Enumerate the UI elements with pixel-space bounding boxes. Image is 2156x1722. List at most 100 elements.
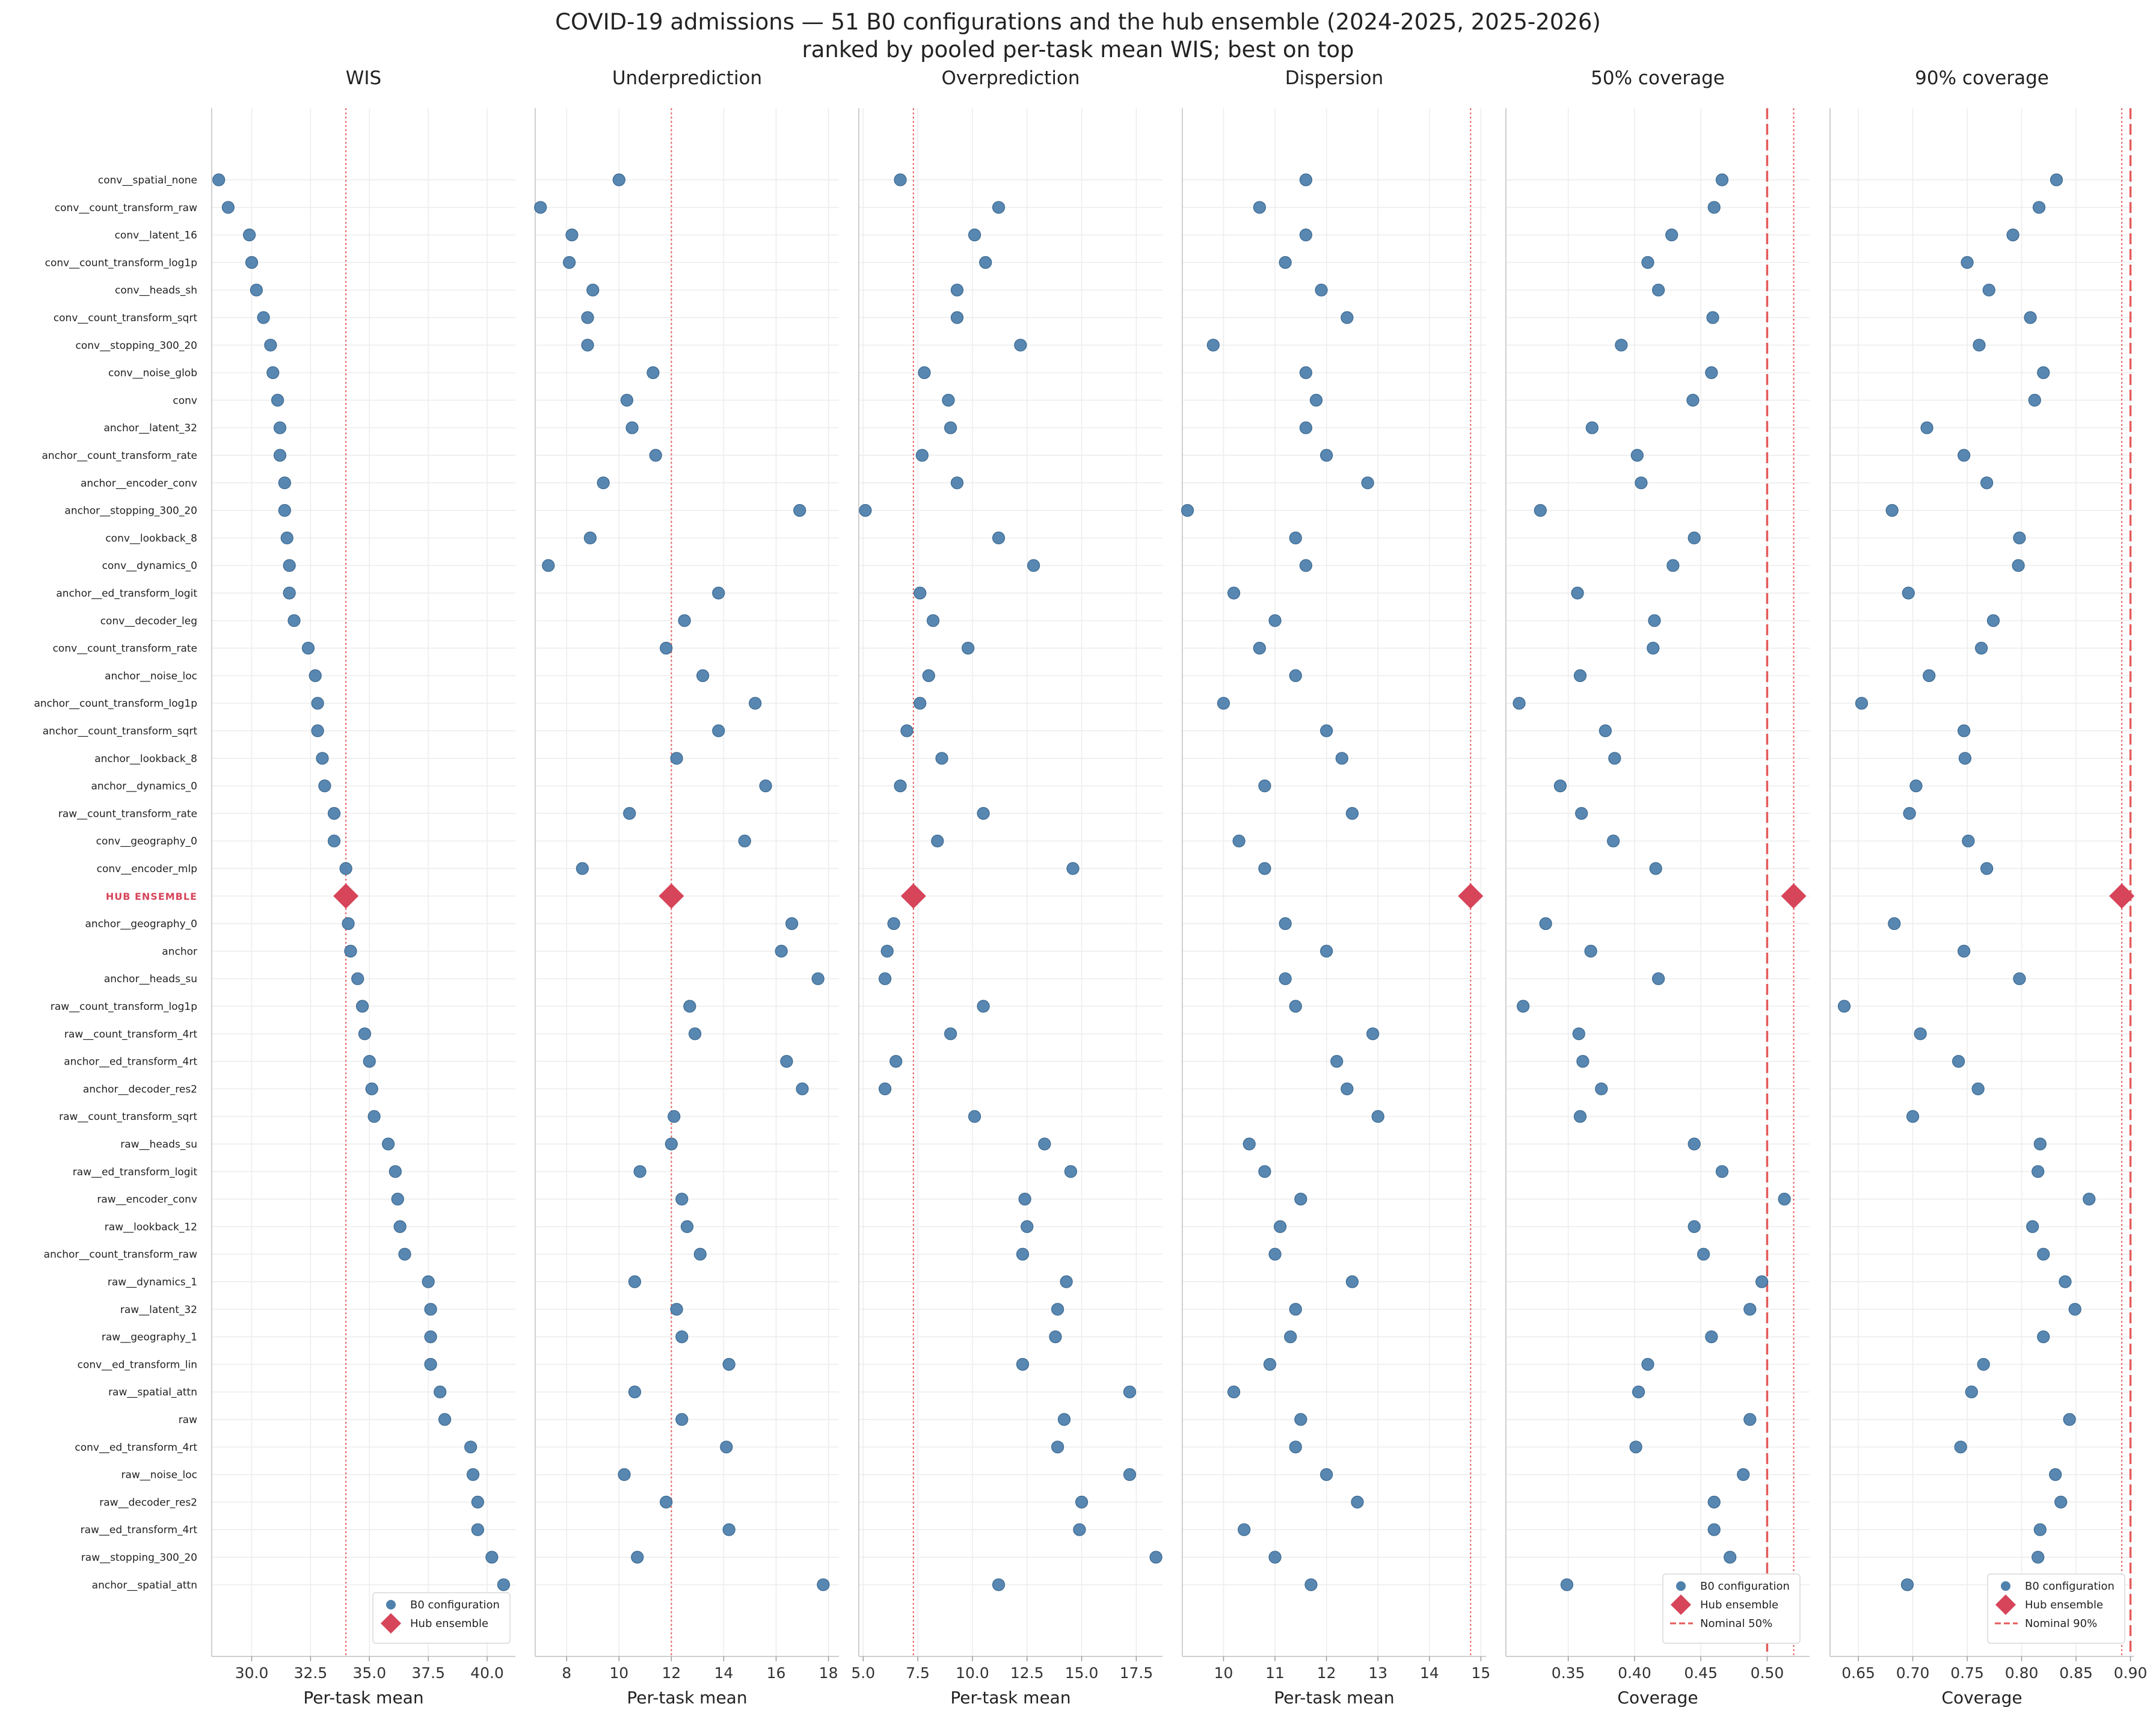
b0-point (316, 752, 329, 765)
b0-point (2033, 1137, 2047, 1151)
b0-point (1345, 1275, 1359, 1288)
b0-point (1279, 256, 1292, 269)
b0-point (1060, 1275, 1073, 1288)
b0-point (1688, 1220, 1701, 1234)
b0-point (1575, 807, 1588, 820)
b0-point (1299, 229, 1313, 242)
b0-point (424, 1330, 437, 1344)
b0-point (1227, 1385, 1241, 1398)
b0-point (1242, 1137, 1256, 1151)
x-tick-label: 32.5 (294, 1664, 328, 1682)
b0-point (1666, 559, 1680, 572)
category-label: anchor__ed_transform_logit (56, 588, 197, 600)
b0-point (1965, 1385, 1978, 1398)
b0-point (2024, 311, 2037, 324)
b0-point (1641, 1358, 1654, 1371)
b0-point (1227, 586, 1241, 600)
legend-label: Hub ensemble (2025, 1599, 2103, 1611)
b0-point (670, 752, 683, 765)
b0-point (1534, 503, 1547, 517)
b0-point (738, 834, 751, 847)
b0-point (1181, 503, 1194, 517)
b0-point (221, 201, 235, 214)
b0-point (1539, 917, 1552, 930)
b0-point (1958, 944, 1971, 958)
b0-point (712, 586, 725, 600)
b0-point (327, 834, 341, 847)
b0-point (1294, 1413, 1307, 1426)
legend-swatch-hub (1995, 1594, 2016, 1615)
b0-point (1274, 1220, 1287, 1234)
b0-point (542, 559, 555, 572)
b0-point (1632, 1385, 1645, 1398)
x-axis-label: Coverage (1941, 1688, 2022, 1708)
b0-point (355, 1000, 369, 1013)
b0-point (1238, 1523, 1251, 1536)
b0-point (1057, 1413, 1071, 1426)
legend-label: B0 configuration (410, 1599, 500, 1611)
b0-point (1021, 1220, 1034, 1234)
b0-point (675, 1192, 689, 1206)
b0-point (900, 724, 914, 737)
b0-point (471, 1523, 484, 1536)
b0-point (1954, 1441, 1967, 1454)
category-label: raw__encoder_conv (97, 1194, 197, 1206)
b0-point (1584, 944, 1597, 958)
b0-point (1299, 173, 1313, 186)
b0-point (1977, 1358, 1990, 1371)
b0-point (1279, 972, 1292, 985)
b0-point (1648, 614, 1661, 627)
category-label: anchor__spatial_attn (92, 1579, 197, 1591)
legend: B0 configuration Hub ensemble (372, 1592, 511, 1644)
b0-point (1920, 421, 1933, 434)
b0-point (1649, 862, 1662, 875)
b0-point (1630, 449, 1644, 462)
b0-point (1049, 1330, 1062, 1344)
b0-point (680, 1220, 694, 1234)
b0-point (1971, 1082, 1985, 1096)
b0-point (1958, 449, 1971, 462)
b0-point (1629, 1441, 1642, 1454)
category-label: conv__ed_transform_lin (78, 1359, 197, 1371)
b0-point (393, 1220, 407, 1234)
b0-point (1986, 614, 2000, 627)
b0-point (2059, 1275, 2072, 1288)
b0-point (1707, 201, 1721, 214)
legend-label: B0 configuration (2025, 1580, 2115, 1593)
b0-point (1304, 1578, 1318, 1591)
category-label: anchor__count_transform_raw (44, 1249, 197, 1261)
b0-point (485, 1551, 499, 1564)
b0-point (1268, 1551, 1282, 1564)
b0-point (649, 449, 662, 462)
x-tick-label: 13 (1368, 1664, 1387, 1682)
x-tick-label: 0.65 (1841, 1664, 1875, 1682)
b0-point (1585, 421, 1599, 434)
panel-title: Overprediction (941, 67, 1080, 89)
b0-point (894, 779, 907, 793)
b0-point (668, 1110, 681, 1123)
b0-point (1289, 1000, 1302, 1013)
b0-point (712, 724, 725, 737)
b0-point (1652, 283, 1665, 297)
b0-point (1206, 339, 1220, 352)
x-tick-label: 14 (714, 1664, 734, 1682)
category-label: conv (173, 395, 197, 407)
b0-point (1707, 1523, 1721, 1536)
chart-title-block: COVID-19 admissions — 51 B0 configuratio… (0, 8, 2156, 64)
b0-point (2068, 1303, 2081, 1316)
category-label: anchor__noise_loc (105, 670, 197, 682)
legend: B0 configuration Hub ensemble Nominal 90% (1987, 1573, 2125, 1644)
panel-title: Underprediction (612, 67, 762, 89)
b0-point (1737, 1468, 1750, 1481)
b0-point (283, 559, 296, 572)
b0-point (583, 531, 597, 545)
b0-point (1066, 862, 1080, 875)
category-label: anchor__count_transform_sqrt (43, 725, 198, 737)
category-label: conv__spatial_none (98, 174, 197, 186)
b0-point (1705, 1330, 1718, 1344)
b0-point (576, 862, 589, 875)
b0-point (1903, 807, 1916, 820)
b0-point (257, 311, 270, 324)
category-label: anchor__lookback_8 (94, 753, 197, 765)
b0-point (2054, 1495, 2068, 1508)
